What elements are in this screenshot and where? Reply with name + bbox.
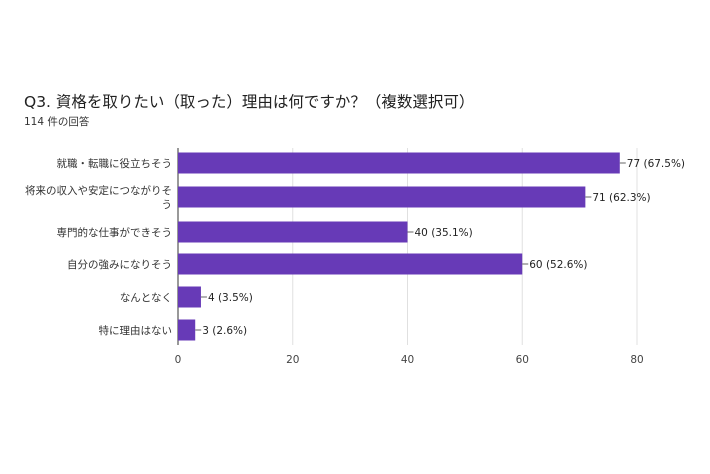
data-label: 77 (67.5%) [627,158,685,170]
category-label: 就職・転職に役立ちそう [57,157,173,170]
data-label: 3 (2.6%) [202,325,247,337]
bar [178,152,620,174]
x-tick-label: 40 [401,354,414,366]
category-label: 専門的な仕事ができそう [57,226,173,239]
bar [178,253,523,275]
x-tick-label: 20 [286,354,299,366]
x-tick-label: 80 [630,354,643,366]
data-label: 40 (35.1%) [415,227,473,239]
chart-title: Q3. 資格を取りたい（取った）理由は何ですか？（複数選択可） [24,93,475,111]
category-label: う [162,199,173,211]
category-label: 将来の収入や安定につながりそ [25,184,172,197]
bar [178,286,201,308]
x-tick-label: 60 [516,354,529,366]
bar [178,319,196,341]
bar [178,221,408,243]
category-label: 特に理由はない [99,324,173,337]
category-label: なんとなく [120,292,172,304]
category-label: 自分の強みになりそう [67,258,172,271]
data-label: 60 (52.6%) [529,259,587,271]
bar [178,186,586,208]
data-label: 71 (62.3%) [592,192,650,204]
x-tick-label: 0 [175,354,182,366]
response-count: 114 件の回答 [24,116,90,128]
data-label: 4 (3.5%) [208,292,253,304]
